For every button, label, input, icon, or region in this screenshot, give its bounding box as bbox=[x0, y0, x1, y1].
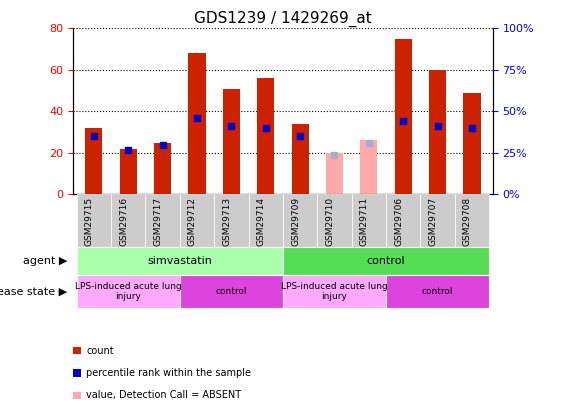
Title: GDS1239 / 1429269_at: GDS1239 / 1429269_at bbox=[194, 11, 372, 27]
Text: GSM29716: GSM29716 bbox=[119, 197, 128, 246]
Text: GSM29710: GSM29710 bbox=[325, 197, 334, 246]
Text: control: control bbox=[216, 287, 247, 296]
Bar bbox=[77, 247, 283, 275]
Bar bbox=[352, 194, 386, 247]
Text: LPS-induced acute lung
injury: LPS-induced acute lung injury bbox=[75, 282, 182, 301]
Text: GSM29713: GSM29713 bbox=[222, 197, 231, 246]
Bar bbox=[455, 194, 489, 247]
Bar bbox=[145, 194, 180, 247]
Text: GSM29715: GSM29715 bbox=[85, 197, 94, 246]
Bar bbox=[119, 149, 137, 194]
Bar bbox=[154, 143, 171, 194]
Text: GSM29708: GSM29708 bbox=[463, 197, 472, 246]
Text: simvastatin: simvastatin bbox=[148, 256, 212, 266]
Text: disease state ▶: disease state ▶ bbox=[0, 287, 68, 296]
Bar bbox=[214, 194, 248, 247]
Bar bbox=[283, 194, 318, 247]
Bar bbox=[386, 275, 489, 308]
Bar bbox=[283, 275, 386, 308]
Text: GSM29709: GSM29709 bbox=[291, 197, 300, 246]
Text: value, Detection Call = ABSENT: value, Detection Call = ABSENT bbox=[86, 390, 242, 400]
Bar bbox=[85, 128, 102, 194]
Text: GSM29707: GSM29707 bbox=[428, 197, 437, 246]
Text: GSM29717: GSM29717 bbox=[154, 197, 163, 246]
Text: GSM29714: GSM29714 bbox=[257, 197, 266, 246]
Bar bbox=[223, 89, 240, 194]
Bar bbox=[463, 93, 481, 194]
Bar bbox=[180, 275, 283, 308]
Bar bbox=[189, 53, 205, 194]
Text: GSM29712: GSM29712 bbox=[188, 197, 197, 246]
Bar bbox=[77, 194, 111, 247]
Bar bbox=[429, 70, 446, 194]
Bar bbox=[248, 194, 283, 247]
Bar bbox=[421, 194, 455, 247]
Text: control: control bbox=[367, 256, 405, 266]
Text: control: control bbox=[422, 287, 453, 296]
Text: count: count bbox=[86, 346, 114, 356]
Bar bbox=[326, 153, 343, 194]
Bar bbox=[77, 275, 180, 308]
Text: percentile rank within the sample: percentile rank within the sample bbox=[86, 368, 251, 378]
Bar bbox=[292, 124, 309, 194]
Bar bbox=[257, 78, 274, 194]
Bar bbox=[318, 194, 352, 247]
Bar bbox=[395, 39, 412, 194]
Text: LPS-induced acute lung
injury: LPS-induced acute lung injury bbox=[281, 282, 388, 301]
Text: agent ▶: agent ▶ bbox=[23, 256, 68, 266]
Text: GSM29711: GSM29711 bbox=[360, 197, 369, 246]
Bar bbox=[386, 194, 421, 247]
Bar bbox=[111, 194, 145, 247]
Bar bbox=[360, 141, 377, 194]
Bar bbox=[180, 194, 214, 247]
Text: GSM29706: GSM29706 bbox=[394, 197, 403, 246]
Bar bbox=[283, 247, 489, 275]
